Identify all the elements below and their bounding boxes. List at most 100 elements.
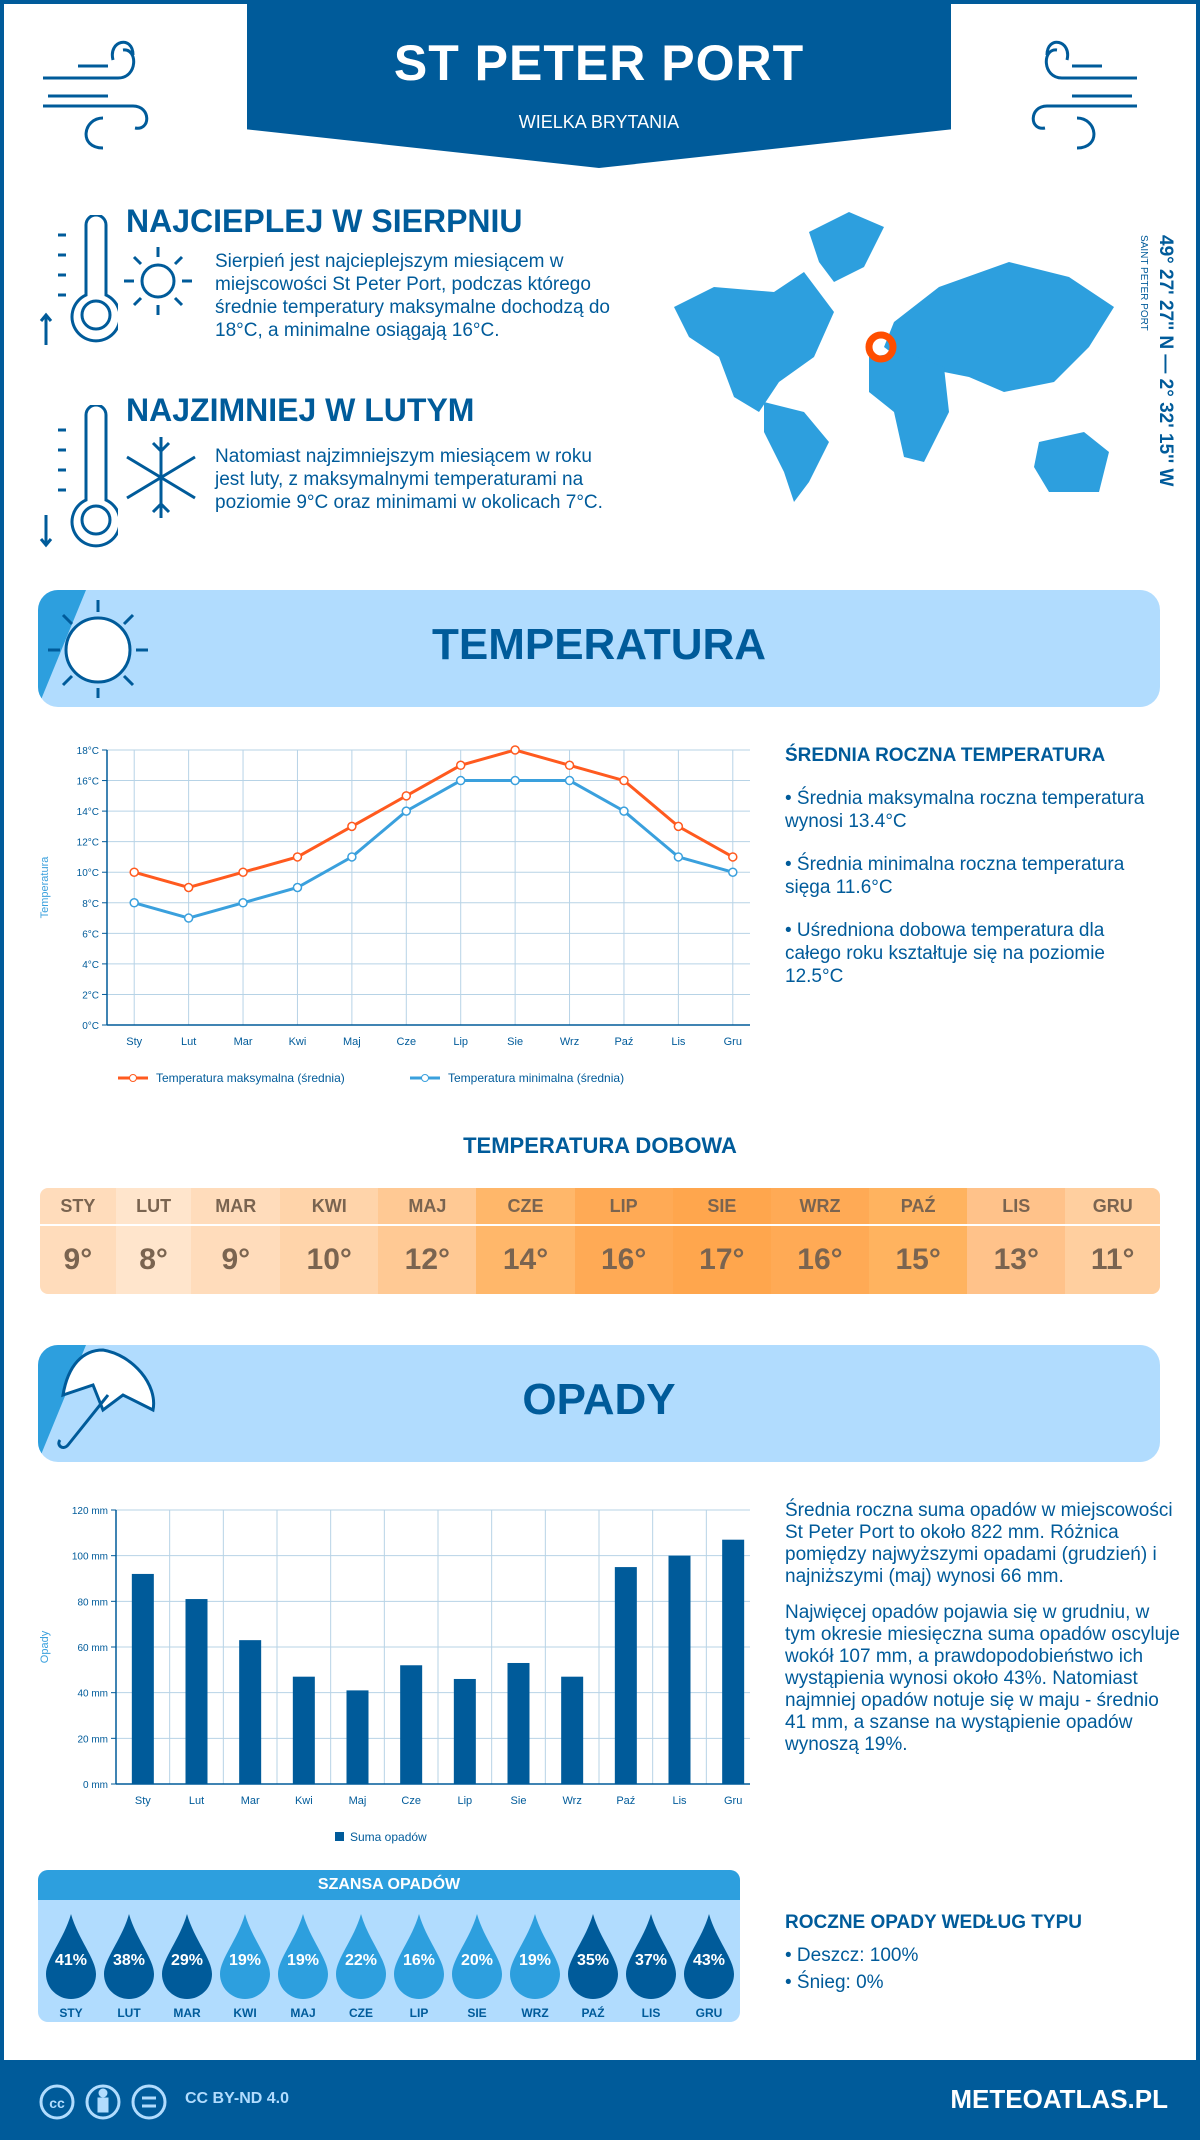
raindrop-icon — [104, 1914, 154, 1999]
chance-month: STY — [59, 2006, 83, 2020]
x-tick-label: Sty — [135, 1795, 151, 1807]
daily-month: PAŹ — [869, 1188, 968, 1226]
x-tick-label: Lut — [189, 1795, 204, 1807]
data-point — [347, 821, 357, 832]
data-point — [673, 821, 684, 832]
daily-temp: 13° — [967, 1225, 1066, 1294]
chance-value: 19% — [518, 1952, 552, 1969]
chance-month: SIE — [467, 2006, 487, 2020]
warmest-heading: NAJCIEPLEJ W SIERPNIU — [126, 203, 523, 239]
chance-drop: 43% GRU — [684, 1914, 734, 2020]
raindrop-icon — [220, 1914, 270, 1999]
y-tick-label: 20 mm — [77, 1734, 108, 1745]
world-map — [674, 212, 1114, 502]
x-tick-label: Cze — [401, 1795, 421, 1807]
temperature-banner: TEMPERATURA — [38, 590, 1160, 707]
daily-temp: 16° — [770, 1225, 870, 1294]
raindrop-icon — [452, 1914, 502, 1999]
precip-type-snow: • Śnieg: 0% — [785, 1972, 884, 1993]
daily-month: LIS — [967, 1188, 1066, 1226]
chance-value: 41% — [54, 1952, 88, 1969]
sun-icon — [124, 247, 192, 315]
x-tick-label: Kwi — [295, 1795, 313, 1807]
x-tick-label: Wrz — [560, 1036, 579, 1048]
data-point — [510, 775, 520, 786]
bar — [722, 1539, 745, 1784]
chance-month: PAŹ — [581, 2006, 605, 2020]
daily-month: GRU — [1065, 1188, 1160, 1226]
chance-drop: 19% WRZ — [510, 1914, 560, 2020]
chance-drop: 41% STY — [46, 1914, 96, 2020]
data-point — [347, 852, 357, 862]
chance-drop: 16% LIP — [394, 1914, 444, 2020]
daily-temp: 12° — [378, 1225, 477, 1294]
precipitation-summary: Średnia roczna suma opadów w miejscowośc… — [785, 1500, 1180, 1770]
x-tick-label: Gru — [724, 1795, 742, 1807]
daily-temp: 16° — [574, 1225, 673, 1294]
data-point — [129, 867, 139, 877]
precip-text-2: Najwięcej opadów pojawia się w grudniu, … — [785, 1602, 1180, 1755]
location-marker — [865, 331, 897, 363]
x-tick-label: Lip — [453, 1036, 468, 1048]
data-point — [455, 760, 466, 771]
y-tick-label: 80 mm — [77, 1597, 108, 1608]
summary-heading: ŚREDNIA ROCZNA TEMPERATURA — [785, 745, 1106, 766]
chance-drop: 35% PAŹ — [568, 1914, 618, 2020]
y-tick-label: 2°C — [82, 990, 99, 1001]
temperature-chart: 0°C 2°C 4°C 6°C 8°C 10°C 12°C 14°C 16°C 18°C Sty Lu… — [39, 745, 750, 1085]
data-point — [183, 913, 194, 923]
y-axis-label: Opady — [39, 1630, 51, 1663]
x-tick-label: Sie — [507, 1036, 523, 1048]
data-point — [728, 867, 738, 877]
wind-icon — [43, 40, 149, 150]
brand-link[interactable]: METEOATLAS.PL — [950, 2084, 1168, 2114]
data-point — [564, 775, 575, 786]
y-tick-label: 8°C — [82, 899, 99, 910]
chance-month: CZE — [349, 2006, 373, 2020]
data-point — [619, 806, 629, 816]
x-tick-label: Sie — [511, 1795, 527, 1807]
x-tick-label: Sty — [126, 1036, 142, 1048]
bar — [239, 1640, 262, 1784]
daily-month: STY — [40, 1188, 116, 1226]
y-tick-label: 10°C — [77, 868, 99, 879]
y-tick-label: 14°C — [77, 807, 99, 818]
daily-temp: 10° — [280, 1225, 379, 1294]
bar — [131, 1573, 154, 1784]
chance-value: 37% — [634, 1952, 668, 1969]
bar — [346, 1690, 369, 1784]
precip-type-rain: • Deszcz: 100% — [785, 1945, 919, 1966]
daily-month: MAJ — [378, 1188, 477, 1226]
temperature-title: TEMPERATURA — [431, 620, 767, 669]
data-point — [183, 882, 194, 893]
cc-license-icons[interactable]: cc — [38, 2082, 168, 2122]
daily-month: LUT — [115, 1188, 192, 1226]
bar — [292, 1676, 315, 1784]
y-tick-label: 4°C — [82, 960, 99, 971]
daily-month: KWI — [280, 1188, 379, 1226]
footer: cc CC BY-ND 4.0 METEOATLAS.PL — [0, 2060, 1200, 2140]
data-point — [292, 882, 303, 893]
license-text[interactable]: CC BY-ND 4.0 — [185, 2090, 290, 2107]
chance-month: WRZ — [521, 2006, 549, 2020]
chance-value: 22% — [344, 1952, 378, 1969]
chance-drop: 19% MAJ — [278, 1914, 328, 2020]
x-tick-label: Mar — [234, 1036, 253, 1048]
chance-value: 29% — [170, 1952, 204, 1969]
country-subtitle: WIELKA BRYTANIA — [518, 112, 680, 132]
data-point — [129, 898, 139, 908]
y-tick-label: 18°C — [77, 746, 99, 757]
x-tick-label: Cze — [397, 1036, 417, 1048]
x-tick-label: Lis — [672, 1795, 687, 1807]
daily-month: WRZ — [770, 1188, 870, 1226]
thermometer-up-icon — [39, 215, 118, 345]
data-point — [292, 852, 303, 862]
chance-value: 38% — [112, 1952, 146, 1969]
series-line — [133, 748, 734, 890]
page-title: ST PETER PORT — [393, 35, 805, 91]
daily-temp: 9° — [191, 1225, 281, 1294]
coordinates-text: 49° 27' 27'' N — 2° 32' 15'' W — [1155, 235, 1176, 487]
raindrop-icon — [46, 1914, 96, 1999]
bar — [668, 1555, 691, 1784]
raindrop-icon — [626, 1914, 676, 1999]
